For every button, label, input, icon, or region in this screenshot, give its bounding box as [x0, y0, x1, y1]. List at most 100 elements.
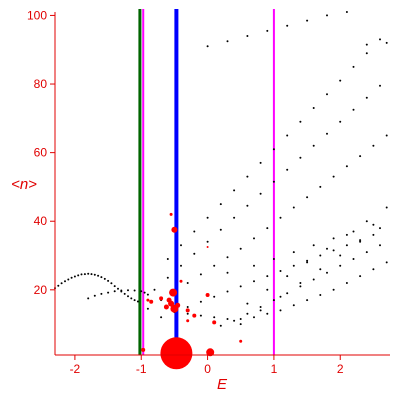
- black-point-17: [110, 282, 113, 285]
- black-point-73: [379, 84, 381, 87]
- black-point-70: [339, 120, 342, 123]
- red-point-0: [160, 337, 193, 370]
- black-point-92: [186, 312, 189, 315]
- black-point-114: [239, 285, 242, 288]
- black-point-161: [372, 223, 375, 226]
- x-axis-title: E: [217, 376, 228, 393]
- black-point-7: [77, 274, 80, 277]
- black-point-99: [279, 309, 282, 312]
- black-point-74: [166, 258, 169, 260]
- black-point-100: [292, 304, 295, 307]
- black-point-86: [326, 93, 328, 96]
- black-point-142: [319, 268, 322, 271]
- black-point-125: [219, 324, 222, 327]
- black-point-53: [359, 155, 362, 158]
- black-point-166: [286, 24, 289, 27]
- black-point-87: [339, 79, 342, 82]
- black-point-88: [352, 65, 355, 68]
- black-point-80: [246, 175, 249, 178]
- black-point-75: [180, 244, 182, 247]
- black-point-27: [93, 294, 96, 297]
- black-point-62: [233, 216, 236, 219]
- black-point-25: [136, 300, 139, 303]
- black-point-97: [253, 316, 255, 319]
- black-point-21: [123, 292, 126, 295]
- black-point-16: [107, 279, 110, 282]
- black-point-108: [160, 316, 163, 319]
- black-point-139: [259, 309, 262, 312]
- black-point-156: [272, 258, 275, 260]
- black-point-148: [286, 275, 289, 278]
- x-tick-label-0: -2: [70, 362, 81, 376]
- black-point-133: [326, 271, 328, 274]
- black-point-15: [103, 277, 106, 280]
- black-point-165: [266, 29, 269, 32]
- black-point-81: [259, 161, 262, 164]
- black-point-60: [206, 240, 209, 243]
- black-point-127: [246, 312, 249, 315]
- black-point-169: [345, 11, 348, 13]
- black-point-71: [352, 108, 355, 111]
- black-point-19: [117, 287, 119, 290]
- black-point-141: [299, 282, 302, 284]
- black-point-13: [97, 274, 100, 277]
- black-point-134: [339, 264, 342, 267]
- black-point-164: [246, 35, 249, 37]
- black-point-9: [83, 273, 86, 276]
- black-point-102: [319, 294, 322, 296]
- black-point-111: [199, 300, 202, 303]
- black-point-106: [372, 268, 375, 271]
- black-point-3: [64, 280, 66, 283]
- black-point-72: [365, 96, 368, 99]
- black-point-11: [90, 273, 93, 276]
- black-point-118: [292, 264, 295, 267]
- black-point-67: [299, 156, 302, 159]
- black-point-143: [339, 254, 342, 257]
- black-point-42: [213, 264, 216, 267]
- black-point-117: [279, 270, 282, 272]
- black-point-18: [113, 285, 116, 288]
- black-point-122: [345, 244, 348, 247]
- black-point-52: [345, 165, 348, 168]
- black-point-50: [319, 185, 322, 188]
- black-point-5: [70, 276, 73, 279]
- black-point-10: [87, 272, 90, 275]
- red-point-14: [146, 298, 150, 302]
- black-point-147: [266, 288, 269, 291]
- black-point-63: [246, 204, 249, 207]
- black-point-107: [385, 261, 388, 264]
- black-point-49: [306, 196, 309, 199]
- black-point-98: [266, 312, 269, 315]
- x-tick-label-1: -1: [136, 362, 147, 376]
- black-point-2: [60, 282, 63, 285]
- black-point-41: [199, 273, 202, 276]
- black-point-66: [286, 168, 289, 171]
- y-tick-label-4: 100: [27, 8, 47, 22]
- black-point-56: [153, 288, 156, 291]
- black-point-120: [319, 254, 322, 257]
- black-point-167: [306, 19, 309, 22]
- black-point-103: [332, 288, 335, 291]
- black-point-163: [226, 40, 229, 43]
- black-point-96: [239, 318, 242, 320]
- black-point-121: [332, 249, 335, 252]
- data-points: [54, 11, 388, 370]
- black-point-23: [130, 297, 133, 300]
- black-point-48: [292, 206, 295, 209]
- black-point-58: [180, 264, 182, 267]
- black-point-155: [253, 264, 255, 267]
- red-point-13: [149, 299, 154, 304]
- red-point-15: [169, 212, 173, 216]
- black-point-150: [326, 247, 328, 250]
- black-point-130: [286, 292, 289, 295]
- vertical-reference-lines: [138, 9, 275, 355]
- black-point-8: [80, 273, 83, 276]
- black-point-65: [272, 180, 275, 183]
- black-point-137: [379, 244, 381, 247]
- black-point-12: [93, 273, 96, 276]
- black-point-69: [326, 132, 328, 135]
- red-point-18: [179, 279, 183, 283]
- black-point-78: [219, 203, 222, 206]
- black-point-43: [226, 256, 229, 259]
